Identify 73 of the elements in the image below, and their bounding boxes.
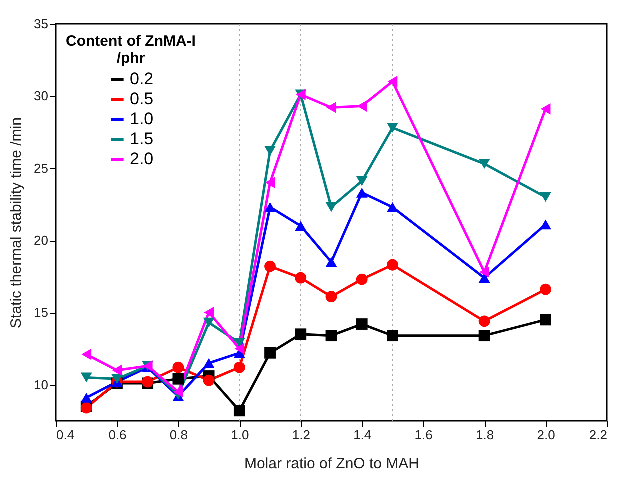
x-tick-label: 2.2 — [589, 428, 608, 442]
legend-label: 0.5 — [130, 90, 154, 108]
point — [326, 257, 338, 268]
point — [264, 146, 276, 156]
x-axis-title: Molar ratio of ZnO to MAH — [244, 456, 420, 472]
legend-title: Content of ZnMA-I /phr — [66, 33, 196, 67]
point — [234, 338, 246, 348]
x-tick-label: 0.8 — [170, 428, 188, 442]
point — [295, 272, 307, 284]
point — [540, 220, 552, 230]
y-tick-label: 10 — [34, 377, 48, 392]
x-tick-label: 1.6 — [414, 428, 433, 442]
point — [478, 273, 490, 284]
point — [174, 386, 184, 398]
point — [480, 266, 490, 278]
point — [357, 100, 368, 112]
point — [295, 328, 307, 340]
y-axis-title: Static thermal stability time /min — [8, 118, 26, 328]
point — [80, 372, 92, 383]
point — [540, 192, 552, 202]
point — [478, 330, 490, 342]
point — [356, 318, 368, 330]
point — [203, 374, 215, 386]
point — [264, 347, 276, 359]
point — [478, 316, 490, 328]
point — [112, 374, 123, 384]
x-tick-label: 1.2 — [292, 428, 310, 442]
point — [326, 330, 338, 342]
point — [295, 221, 307, 232]
legend-label: 0.2 — [130, 70, 154, 88]
x-tick-label: 0.4 — [56, 428, 75, 442]
point — [234, 343, 245, 355]
point — [387, 259, 398, 271]
legend-label: 1.5 — [130, 130, 154, 148]
point — [203, 318, 215, 328]
point — [264, 202, 276, 212]
point — [540, 284, 552, 296]
point — [387, 330, 398, 342]
legend-label: 2.0 — [130, 150, 154, 168]
point — [356, 188, 368, 198]
point — [387, 202, 398, 212]
x-tick-label: 1.4 — [354, 428, 372, 442]
point — [80, 392, 92, 403]
point — [172, 362, 184, 374]
point — [326, 291, 338, 303]
point — [478, 159, 490, 169]
y-tick-label: 35 — [34, 16, 48, 32]
point — [204, 307, 214, 318]
point — [356, 274, 368, 286]
point — [265, 177, 276, 188]
x-tick-label: 1.0 — [231, 428, 250, 442]
x-tick-label: 0.6 — [108, 428, 127, 442]
point — [540, 103, 551, 115]
legend-label: 1.0 — [130, 110, 154, 128]
y-tick-label: 25 — [34, 160, 48, 176]
point — [387, 123, 398, 133]
point — [540, 314, 552, 326]
point — [356, 176, 368, 186]
y-tick-label: 15 — [34, 305, 48, 320]
point — [234, 362, 246, 374]
y-tick-label: 30 — [34, 88, 48, 104]
x-tick-label: 2.0 — [537, 428, 556, 442]
point — [234, 405, 246, 417]
point — [388, 76, 398, 88]
point — [203, 358, 215, 368]
point — [326, 202, 338, 212]
point — [326, 102, 336, 114]
x-tick-label: 1.8 — [476, 428, 494, 442]
point — [172, 373, 184, 385]
point — [82, 348, 92, 360]
point — [112, 364, 122, 376]
point — [264, 260, 276, 272]
y-tick-label: 20 — [34, 233, 48, 248]
